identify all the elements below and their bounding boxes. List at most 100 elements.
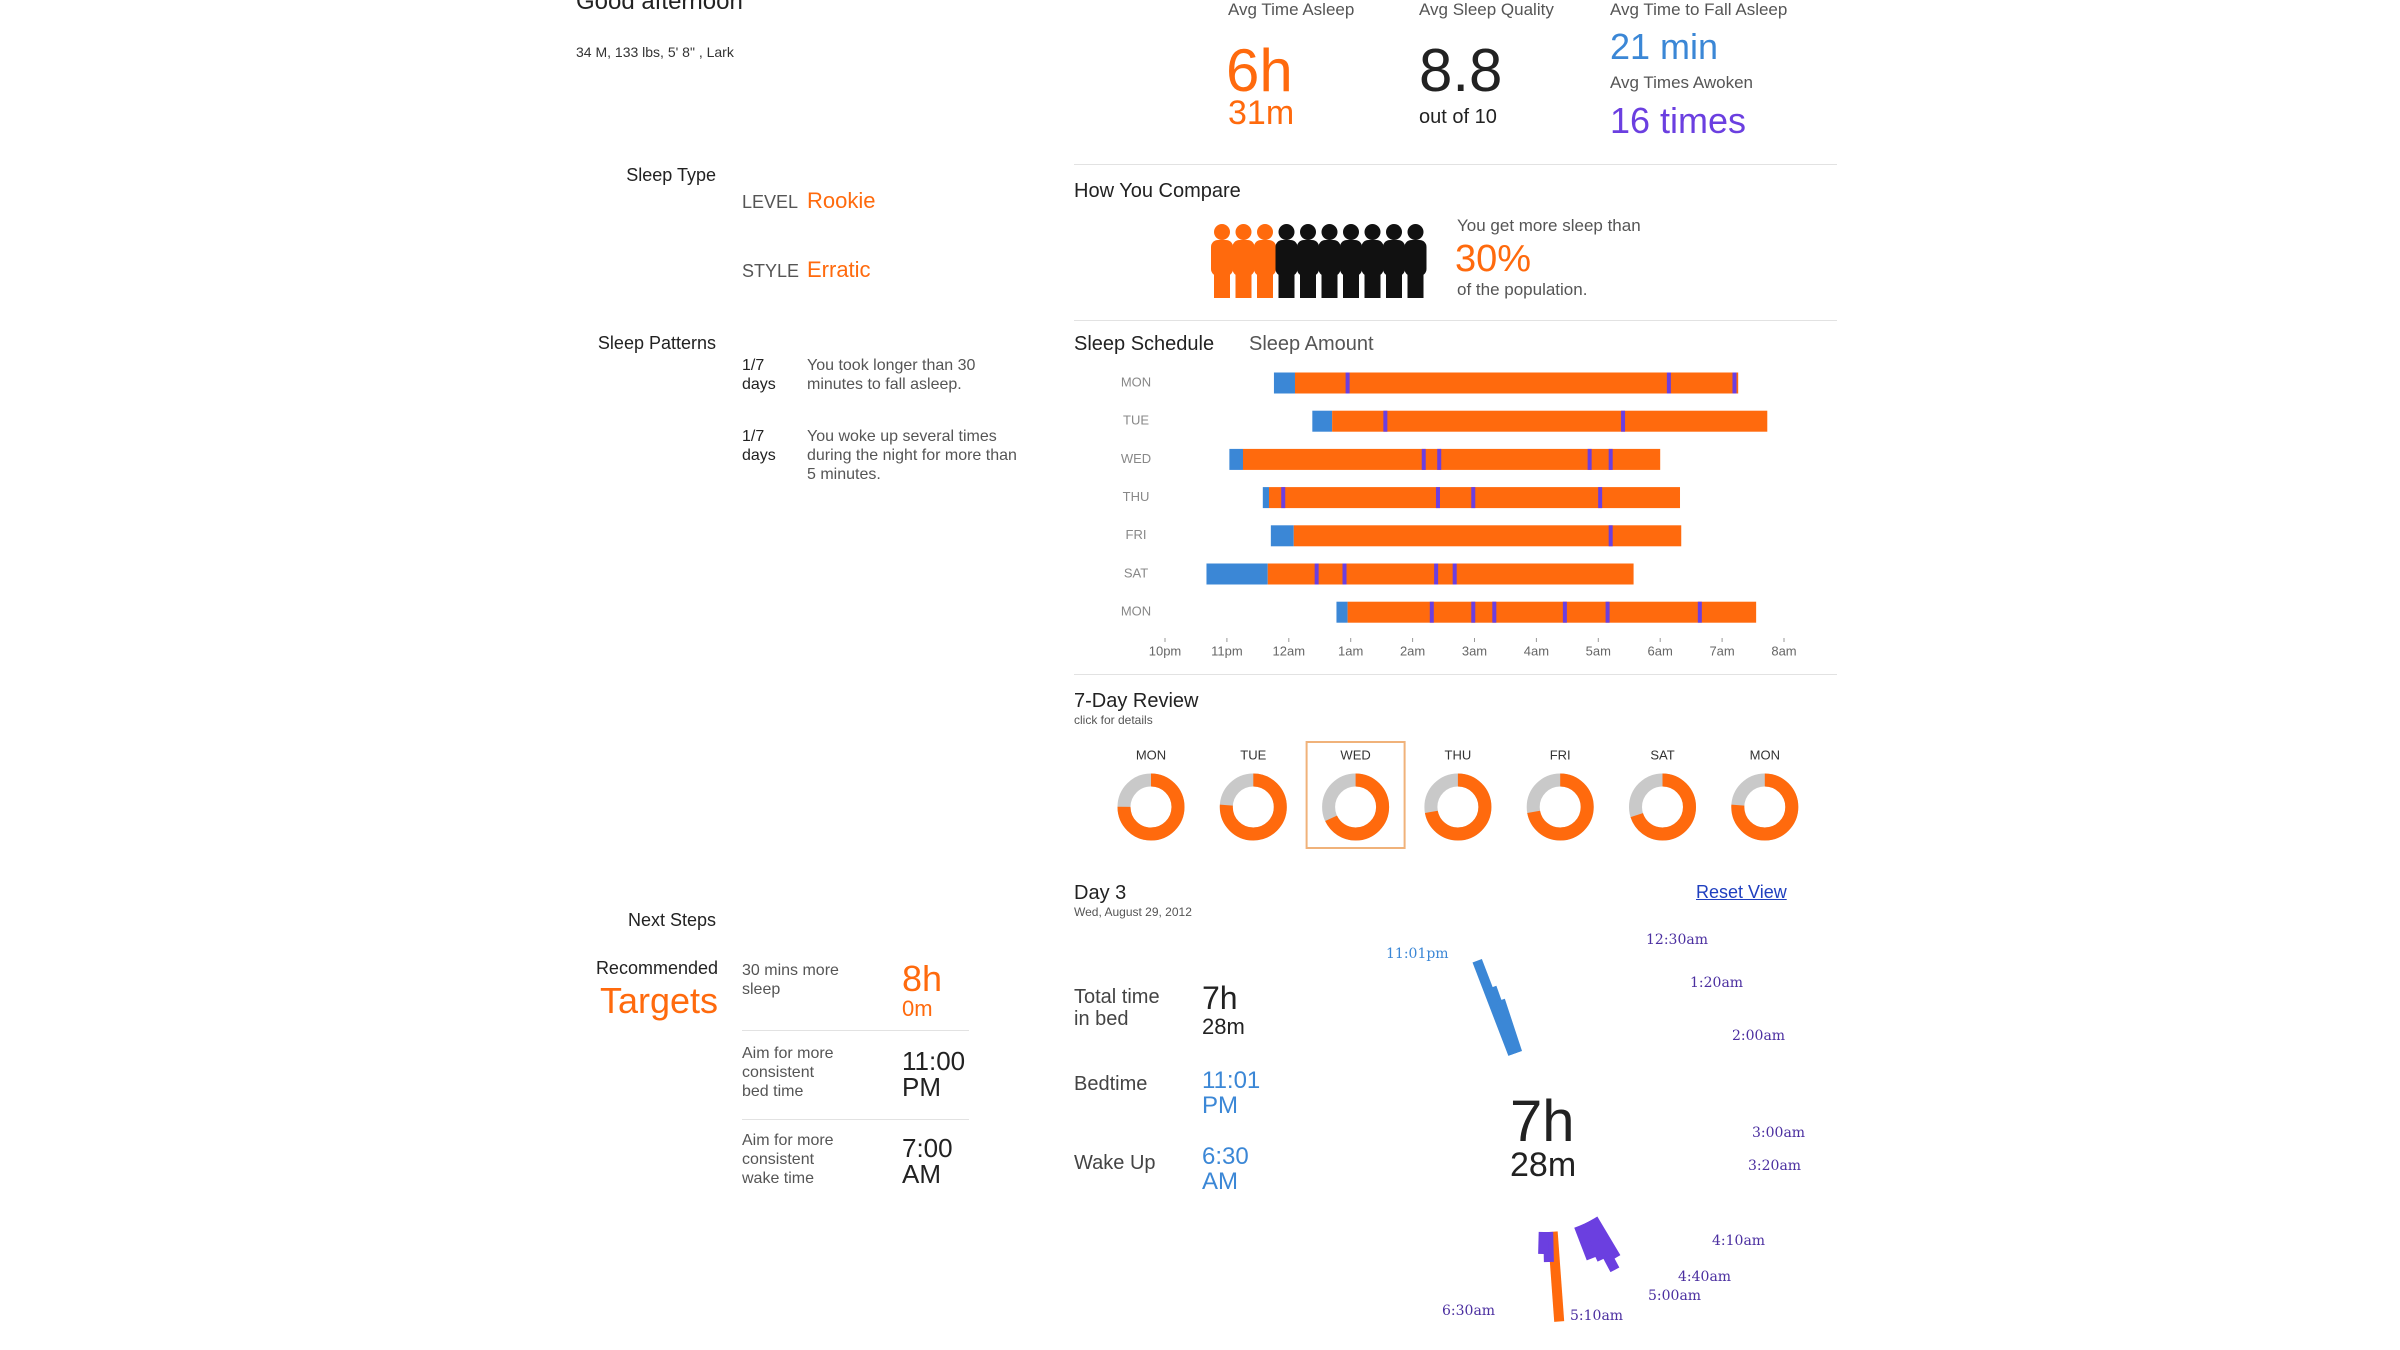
awakening [1697,601,1702,623]
silhouette-body [1232,240,1255,276]
tab[interactable]: Sleep Amount [1249,333,1374,355]
day-label: FRI [1550,747,1571,762]
awakening [1471,601,1476,623]
radial-label: 5:00am [1648,1288,1702,1304]
pattern-freq: 1/7 days [742,428,776,464]
detail-label: Total time in bed [1074,986,1160,1030]
awakening [1492,601,1497,623]
awakening [1621,410,1626,432]
compare-text: of the population. [1457,280,1588,299]
day-label: MON [1750,747,1780,762]
awakening [1281,487,1286,509]
awakening [1314,563,1319,585]
radial-label: 1:20am [1690,975,1744,991]
reset-link[interactable]: Reset View [1696,882,1787,902]
target-value: 11:00 PM [902,1046,966,1102]
donut-value [1629,773,1696,841]
awakening [1608,525,1613,547]
donut-value [1424,773,1492,841]
sleep-bar [1332,410,1768,432]
silhouette-head [1235,224,1252,240]
compare-value: 30% [1455,238,1532,280]
pattern-text: You woke up several times during the nig… [807,428,1017,483]
label: LEVEL [742,192,799,212]
target-text: 30 mins more sleep [742,962,839,998]
silhouette-legs [1300,270,1316,298]
target-text: Aim for more consistent wake time [742,1132,834,1187]
day-label: SAT [1124,565,1148,580]
radial-label: 4:40am [1678,1269,1732,1285]
section-title: Sleep Patterns [597,333,716,353]
day-label: THU [1123,489,1150,504]
day-label: MON [1121,374,1151,389]
x-tick-label: 3am [1462,643,1487,658]
section-title: Day 3 [1074,882,1127,904]
silhouette-legs [1278,270,1295,298]
silhouette-body [1340,240,1362,276]
radial-label: 2:00am [1732,1028,1786,1044]
detail-value: 6:30 AM [1202,1143,1249,1195]
divider [1074,674,1837,675]
detail-label: Bedtime [1074,1073,1148,1095]
awakening [1452,563,1457,585]
silhouette-legs [1214,270,1230,298]
silhouette-head [1364,224,1381,240]
detail-label: Wake Up [1074,1152,1156,1174]
silhouette-head [1214,224,1230,240]
day-label: WED [1121,451,1151,466]
day-label: THU [1445,747,1472,762]
radial-label: 6:30am [1442,1303,1496,1319]
awakening [1421,448,1426,470]
day-label: TUE [1123,413,1149,428]
stat-label: Avg Times Awoken [1610,73,1754,92]
awakening [1345,372,1350,394]
fall-asleep-bar [1270,525,1294,547]
radial-total: 7h [1510,1089,1575,1154]
radial-bar [1547,1231,1565,1322]
divider [1074,164,1837,165]
date: Wed, August 29, 2012 [1074,905,1192,919]
silhouette-legs [1235,270,1252,298]
silhouette-head [1257,224,1273,240]
target-value: 8h [902,958,943,999]
awakening [1732,372,1737,394]
sleep-bar [1267,563,1634,585]
radial-label: 4:10am [1712,1233,1766,1249]
sleep-bar [1347,601,1757,623]
awakening [1587,448,1592,470]
stat-sub: out of 10 [1419,106,1497,128]
target-sub: 0m [902,996,933,1021]
section-title: 7-Day Review [1074,690,1199,712]
detail-value: 11:01 PM [1202,1067,1261,1119]
silhouette-head [1321,224,1338,240]
radial-bar [1495,998,1523,1055]
stat-label: Avg Time Asleep [1228,0,1355,19]
x-tick-label: 11pm [1211,643,1243,658]
stat-value: 16 times [1610,100,1747,141]
awakening [1435,487,1440,509]
x-tick-label: 8am [1771,643,1796,658]
detail-value: 28m [1202,1014,1245,1039]
day-label: WED [1340,747,1370,762]
tab[interactable]: Sleep Schedule [1074,333,1215,355]
radial-bar [1538,1231,1549,1255]
silhouette-body [1361,240,1384,276]
stat-value: 21 min [1610,26,1719,67]
detail-value: 7h [1202,980,1238,1016]
target-text: Aim for more consistent bed time [742,1045,834,1100]
donut-value [1322,773,1390,841]
day-label: FRI [1126,527,1147,542]
x-tick-label: 7am [1709,643,1734,658]
silhouette-legs [1386,270,1402,298]
silhouette-legs [1321,270,1338,298]
awakening [1437,448,1442,470]
stat-value: 31m [1228,94,1295,132]
awakening [1434,563,1439,585]
sleep-bar [1242,448,1661,470]
awakening [1608,448,1613,470]
awakening [1598,487,1603,509]
awakening [1666,372,1671,394]
awakening [1605,601,1610,623]
